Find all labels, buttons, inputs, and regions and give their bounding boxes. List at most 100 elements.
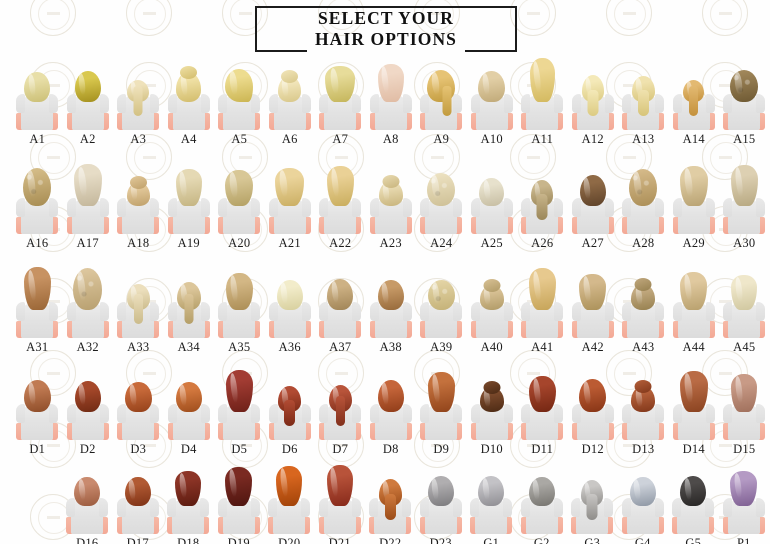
hair-option-a31[interactable]: A31: [12, 266, 63, 355]
hair-option-a29[interactable]: A29: [669, 162, 720, 251]
hair-option-d1[interactable]: D1: [12, 368, 63, 457]
hair-option-a27[interactable]: A27: [568, 162, 619, 251]
hair-option-g5[interactable]: G5: [668, 462, 719, 544]
hair-option-g1[interactable]: G1: [466, 462, 517, 544]
hair-option-a6[interactable]: A6: [265, 58, 316, 147]
hair-option-a17[interactable]: A17: [63, 162, 114, 251]
hair-option-a20[interactable]: A20: [214, 162, 265, 251]
hair-option-d20[interactable]: D20: [264, 462, 315, 544]
hair-option-a19[interactable]: A19: [164, 162, 215, 251]
hair-option-a23[interactable]: A23: [366, 162, 417, 251]
figure-arm-left: [672, 321, 681, 338]
hair-option-d2[interactable]: D2: [63, 368, 114, 457]
hair-option-a28[interactable]: A28: [618, 162, 669, 251]
hair-option-d11[interactable]: D11: [517, 368, 568, 457]
hair-option-d3[interactable]: D3: [113, 368, 164, 457]
figure-arm-right: [555, 217, 564, 234]
figure-arm-right: [757, 113, 766, 130]
hair-option-a32[interactable]: A32: [63, 266, 114, 355]
hair-option-d15[interactable]: D15: [719, 368, 770, 457]
hair-option-label: A28: [632, 236, 655, 250]
hair-option-a22[interactable]: A22: [315, 162, 366, 251]
hair-option-a8[interactable]: A8: [366, 58, 417, 147]
hair-option-a11[interactable]: A11: [517, 58, 568, 147]
hair-option-a1[interactable]: A1: [12, 58, 63, 147]
hair-option-a14[interactable]: A14: [669, 58, 720, 147]
figure-arm-left: [520, 517, 529, 534]
hair-option-a5[interactable]: A5: [214, 58, 265, 147]
hair-option-d21[interactable]: D21: [315, 462, 366, 544]
hair-option-d18[interactable]: D18: [163, 462, 214, 544]
figure-arm-left: [672, 423, 681, 440]
figure-sleeve-right: [604, 498, 614, 517]
hair-option-a7[interactable]: A7: [315, 58, 366, 147]
hair-option-a33[interactable]: A33: [113, 266, 164, 355]
hair-option-a25[interactable]: A25: [467, 162, 518, 251]
hair-option-d12[interactable]: D12: [568, 368, 619, 457]
hair-option-p1[interactable]: P1: [719, 462, 770, 544]
hair-option-d5[interactable]: D5: [214, 368, 265, 457]
hair-option-a37[interactable]: A37: [315, 266, 366, 355]
hair-option-d14[interactable]: D14: [669, 368, 720, 457]
hair-option-a42[interactable]: A42: [568, 266, 619, 355]
hair-option-a41[interactable]: A41: [517, 266, 568, 355]
hair-option-a30[interactable]: A30: [719, 162, 770, 251]
hair-style-curly: [730, 70, 759, 102]
hair-option-d8[interactable]: D8: [366, 368, 417, 457]
hair-mass: [731, 374, 758, 412]
hair-option-a10[interactable]: A10: [467, 58, 518, 147]
figure-arm-left: [319, 321, 328, 338]
figure-sleeve-right: [503, 404, 513, 423]
hair-option-a4[interactable]: A4: [164, 58, 215, 147]
hair-option-d9[interactable]: D9: [416, 368, 467, 457]
hair-option-d19[interactable]: D19: [214, 462, 265, 544]
hair-option-a45[interactable]: A45: [719, 266, 770, 355]
figure-arm-right: [252, 321, 261, 338]
hair-option-a38[interactable]: A38: [366, 266, 417, 355]
hair-option-a16[interactable]: A16: [12, 162, 63, 251]
figure-sleeve-right: [149, 498, 159, 517]
hair-option-d13[interactable]: D13: [618, 368, 669, 457]
hair-option-a24[interactable]: A24: [416, 162, 467, 251]
hair-option-g2[interactable]: G2: [517, 462, 568, 544]
hair-option-d17[interactable]: D17: [113, 462, 164, 544]
hair-option-a9[interactable]: A9: [416, 58, 467, 147]
hair-option-a40[interactable]: A40: [467, 266, 518, 355]
hair-option-d22[interactable]: D22: [365, 462, 416, 544]
hair-option-a36[interactable]: A36: [265, 266, 316, 355]
figure-sleeve-right: [49, 404, 59, 423]
figure-arm-left: [419, 517, 428, 534]
hair-style-updo: [176, 66, 202, 102]
hair-option-a21[interactable]: A21: [265, 162, 316, 251]
figure-sleeve-left: [723, 404, 733, 423]
hair-tail: [442, 86, 452, 116]
figure-arm-left: [268, 113, 277, 130]
hair-option-a39[interactable]: A39: [416, 266, 467, 355]
hair-option-g4[interactable]: G4: [618, 462, 669, 544]
hair-option-d6[interactable]: D6: [265, 368, 316, 457]
hair-option-a3[interactable]: A3: [113, 58, 164, 147]
hair-figure: [416, 368, 467, 440]
hair-option-a34[interactable]: A34: [164, 266, 215, 355]
hair-option-d23[interactable]: D23: [416, 462, 467, 544]
hair-option-a13[interactable]: A13: [618, 58, 669, 147]
hair-option-a26[interactable]: A26: [517, 162, 568, 251]
hair-mass: [225, 467, 253, 506]
hair-option-a44[interactable]: A44: [669, 266, 720, 355]
hair-option-a15[interactable]: A15: [719, 58, 770, 147]
figure-arm-left: [521, 113, 530, 130]
hair-option-a2[interactable]: A2: [63, 58, 114, 147]
hair-option-a43[interactable]: A43: [618, 266, 669, 355]
figure-sleeve-right: [554, 302, 564, 321]
hair-option-d16[interactable]: D16: [62, 462, 113, 544]
hair-option-d4[interactable]: D4: [164, 368, 215, 457]
hair-option-a12[interactable]: A12: [568, 58, 619, 147]
hair-style-bun: [479, 279, 504, 310]
hair-option-g3[interactable]: G3: [567, 462, 618, 544]
hair-option-a35[interactable]: A35: [214, 266, 265, 355]
figure-arm-left: [470, 321, 479, 338]
hair-option-d7[interactable]: D7: [315, 368, 366, 457]
figure-arm-right: [302, 423, 311, 440]
hair-option-d10[interactable]: D10: [467, 368, 518, 457]
hair-option-a18[interactable]: A18: [113, 162, 164, 251]
